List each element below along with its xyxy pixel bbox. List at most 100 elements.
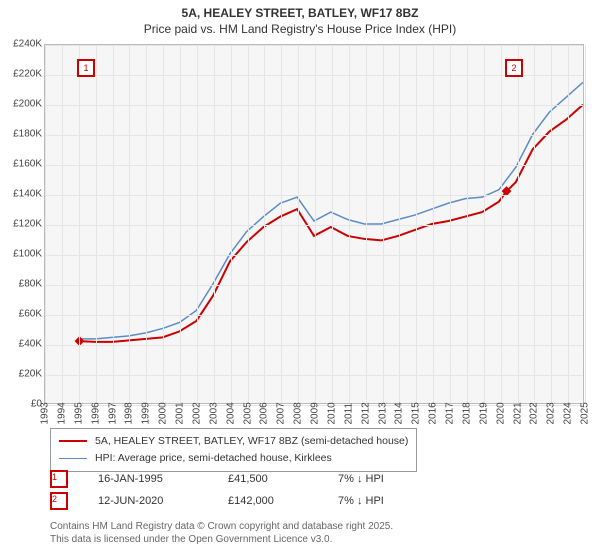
callout-box-1: 1 (77, 59, 95, 77)
trade-price: £142,000 (228, 495, 308, 507)
trade-row: 1 16-JAN-1995 £41,500 7% ↓ HPI (50, 470, 384, 488)
x-axis-label: 2025 (580, 407, 591, 425)
gridline-v (163, 45, 164, 403)
gridline-v (214, 45, 215, 403)
footer-note: Contains HM Land Registry data © Crown c… (50, 520, 393, 546)
chart-plot-area: 1993199419951996199719981999200020012002… (44, 44, 584, 404)
legend-label: HPI: Average price, semi-detached house,… (95, 450, 332, 467)
gridline-h (45, 225, 583, 226)
trade-marker-box: 2 (50, 492, 68, 510)
gridline-v (518, 45, 519, 403)
gridline-h (45, 375, 583, 376)
x-axis-label: 2007 (276, 407, 287, 425)
gridline-h (45, 315, 583, 316)
y-axis-label: £240K (0, 39, 42, 50)
y-axis-label: £80K (0, 279, 42, 290)
x-axis-label: 2018 (461, 407, 472, 425)
x-axis-label: 2023 (546, 407, 557, 425)
gridline-v (501, 45, 502, 403)
trade-delta: 7% ↓ HPI (338, 495, 384, 507)
gridline-v (484, 45, 485, 403)
y-axis-label: £40K (0, 339, 42, 350)
y-axis-label: £20K (0, 369, 42, 380)
gridline-v (62, 45, 63, 403)
legend-swatch (59, 440, 87, 442)
gridline-h (45, 75, 583, 76)
gridline-v (113, 45, 114, 403)
y-axis-label: £60K (0, 309, 42, 320)
gridline-v (315, 45, 316, 403)
legend-row-property: 5A, HEALEY STREET, BATLEY, WF17 8BZ (sem… (59, 433, 408, 450)
y-axis-label: £200K (0, 99, 42, 110)
x-axis-label: 1996 (90, 407, 101, 425)
title-subtitle: Price paid vs. HM Land Registry's House … (0, 22, 600, 38)
gridline-h (45, 285, 583, 286)
x-axis-label: 1999 (141, 407, 152, 425)
gridline-v (129, 45, 130, 403)
gridline-h (45, 165, 583, 166)
trade-date: 16-JAN-1995 (98, 473, 198, 485)
gridline-v (467, 45, 468, 403)
gridline-v (585, 45, 586, 403)
gridline-h (45, 195, 583, 196)
gridline-v (281, 45, 282, 403)
gridline-v (366, 45, 367, 403)
x-axis-label: 2020 (495, 407, 506, 425)
gridline-v (349, 45, 350, 403)
series-hpi (79, 82, 583, 339)
callout-box-2: 2 (505, 59, 523, 77)
gridline-v (568, 45, 569, 403)
x-axis-label: 2021 (512, 407, 523, 425)
gridline-v (433, 45, 434, 403)
y-axis-label: £160K (0, 159, 42, 170)
trade-rows: 1 16-JAN-1995 £41,500 7% ↓ HPI 2 12-JUN-2020 £… (50, 470, 384, 514)
gridline-v (332, 45, 333, 403)
chart-container: 5A, HEALEY STREET, BATLEY, WF17 8BZ Pric… (0, 0, 600, 560)
gridline-v (79, 45, 80, 403)
x-axis-label: 2024 (563, 407, 574, 425)
gridline-v (197, 45, 198, 403)
footer-line1: Contains HM Land Registry data © Crown c… (50, 520, 393, 533)
x-axis-label: 2005 (242, 407, 253, 425)
gridline-h (45, 255, 583, 256)
gridline-h (45, 45, 583, 46)
x-axis-label: 2000 (158, 407, 169, 425)
chart-svg (45, 45, 583, 403)
x-axis-label: 2008 (293, 407, 304, 425)
trade-date: 12-JUN-2020 (98, 495, 198, 507)
x-axis-label: 2014 (394, 407, 405, 425)
x-axis-label: 2011 (343, 407, 354, 425)
x-axis-label: 2013 (377, 407, 388, 425)
gridline-v (264, 45, 265, 403)
title-address: 5A, HEALEY STREET, BATLEY, WF17 8BZ (0, 6, 600, 22)
gridline-v (146, 45, 147, 403)
gridline-h (45, 135, 583, 136)
legend-swatch (59, 458, 87, 459)
x-axis-label: 2002 (191, 407, 202, 425)
trade-row: 2 12-JUN-2020 £142,000 7% ↓ HPI (50, 492, 384, 510)
x-axis-label: 2022 (529, 407, 540, 425)
y-axis-label: £140K (0, 189, 42, 200)
gridline-v (298, 45, 299, 403)
y-axis-label: £220K (0, 69, 42, 80)
x-axis-label: 2016 (428, 407, 439, 425)
x-axis-label: 2012 (360, 407, 371, 425)
x-axis-label: 1995 (73, 407, 84, 425)
trade-price: £41,500 (228, 473, 308, 485)
y-axis-label: £0 (0, 399, 42, 410)
y-axis-label: £100K (0, 249, 42, 260)
legend-label: 5A, HEALEY STREET, BATLEY, WF17 8BZ (sem… (95, 433, 408, 450)
x-axis-label: 2003 (208, 407, 219, 425)
x-axis-label: 2006 (259, 407, 270, 425)
gridline-v (416, 45, 417, 403)
gridline-v (534, 45, 535, 403)
x-axis-label: 1998 (124, 407, 135, 425)
gridline-v (248, 45, 249, 403)
gridline-v (551, 45, 552, 403)
x-axis-label: 2010 (326, 407, 337, 425)
trade-marker-box: 1 (50, 470, 68, 488)
trade-delta: 7% ↓ HPI (338, 473, 384, 485)
gridline-v (45, 45, 46, 403)
legend-row-hpi: HPI: Average price, semi-detached house,… (59, 450, 408, 467)
footer-line2: This data is licensed under the Open Gov… (50, 533, 393, 546)
